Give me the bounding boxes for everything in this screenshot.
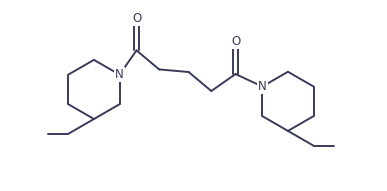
Text: O: O: [132, 12, 141, 25]
Text: O: O: [231, 35, 240, 48]
Text: N: N: [115, 68, 124, 81]
Text: N: N: [258, 80, 267, 93]
